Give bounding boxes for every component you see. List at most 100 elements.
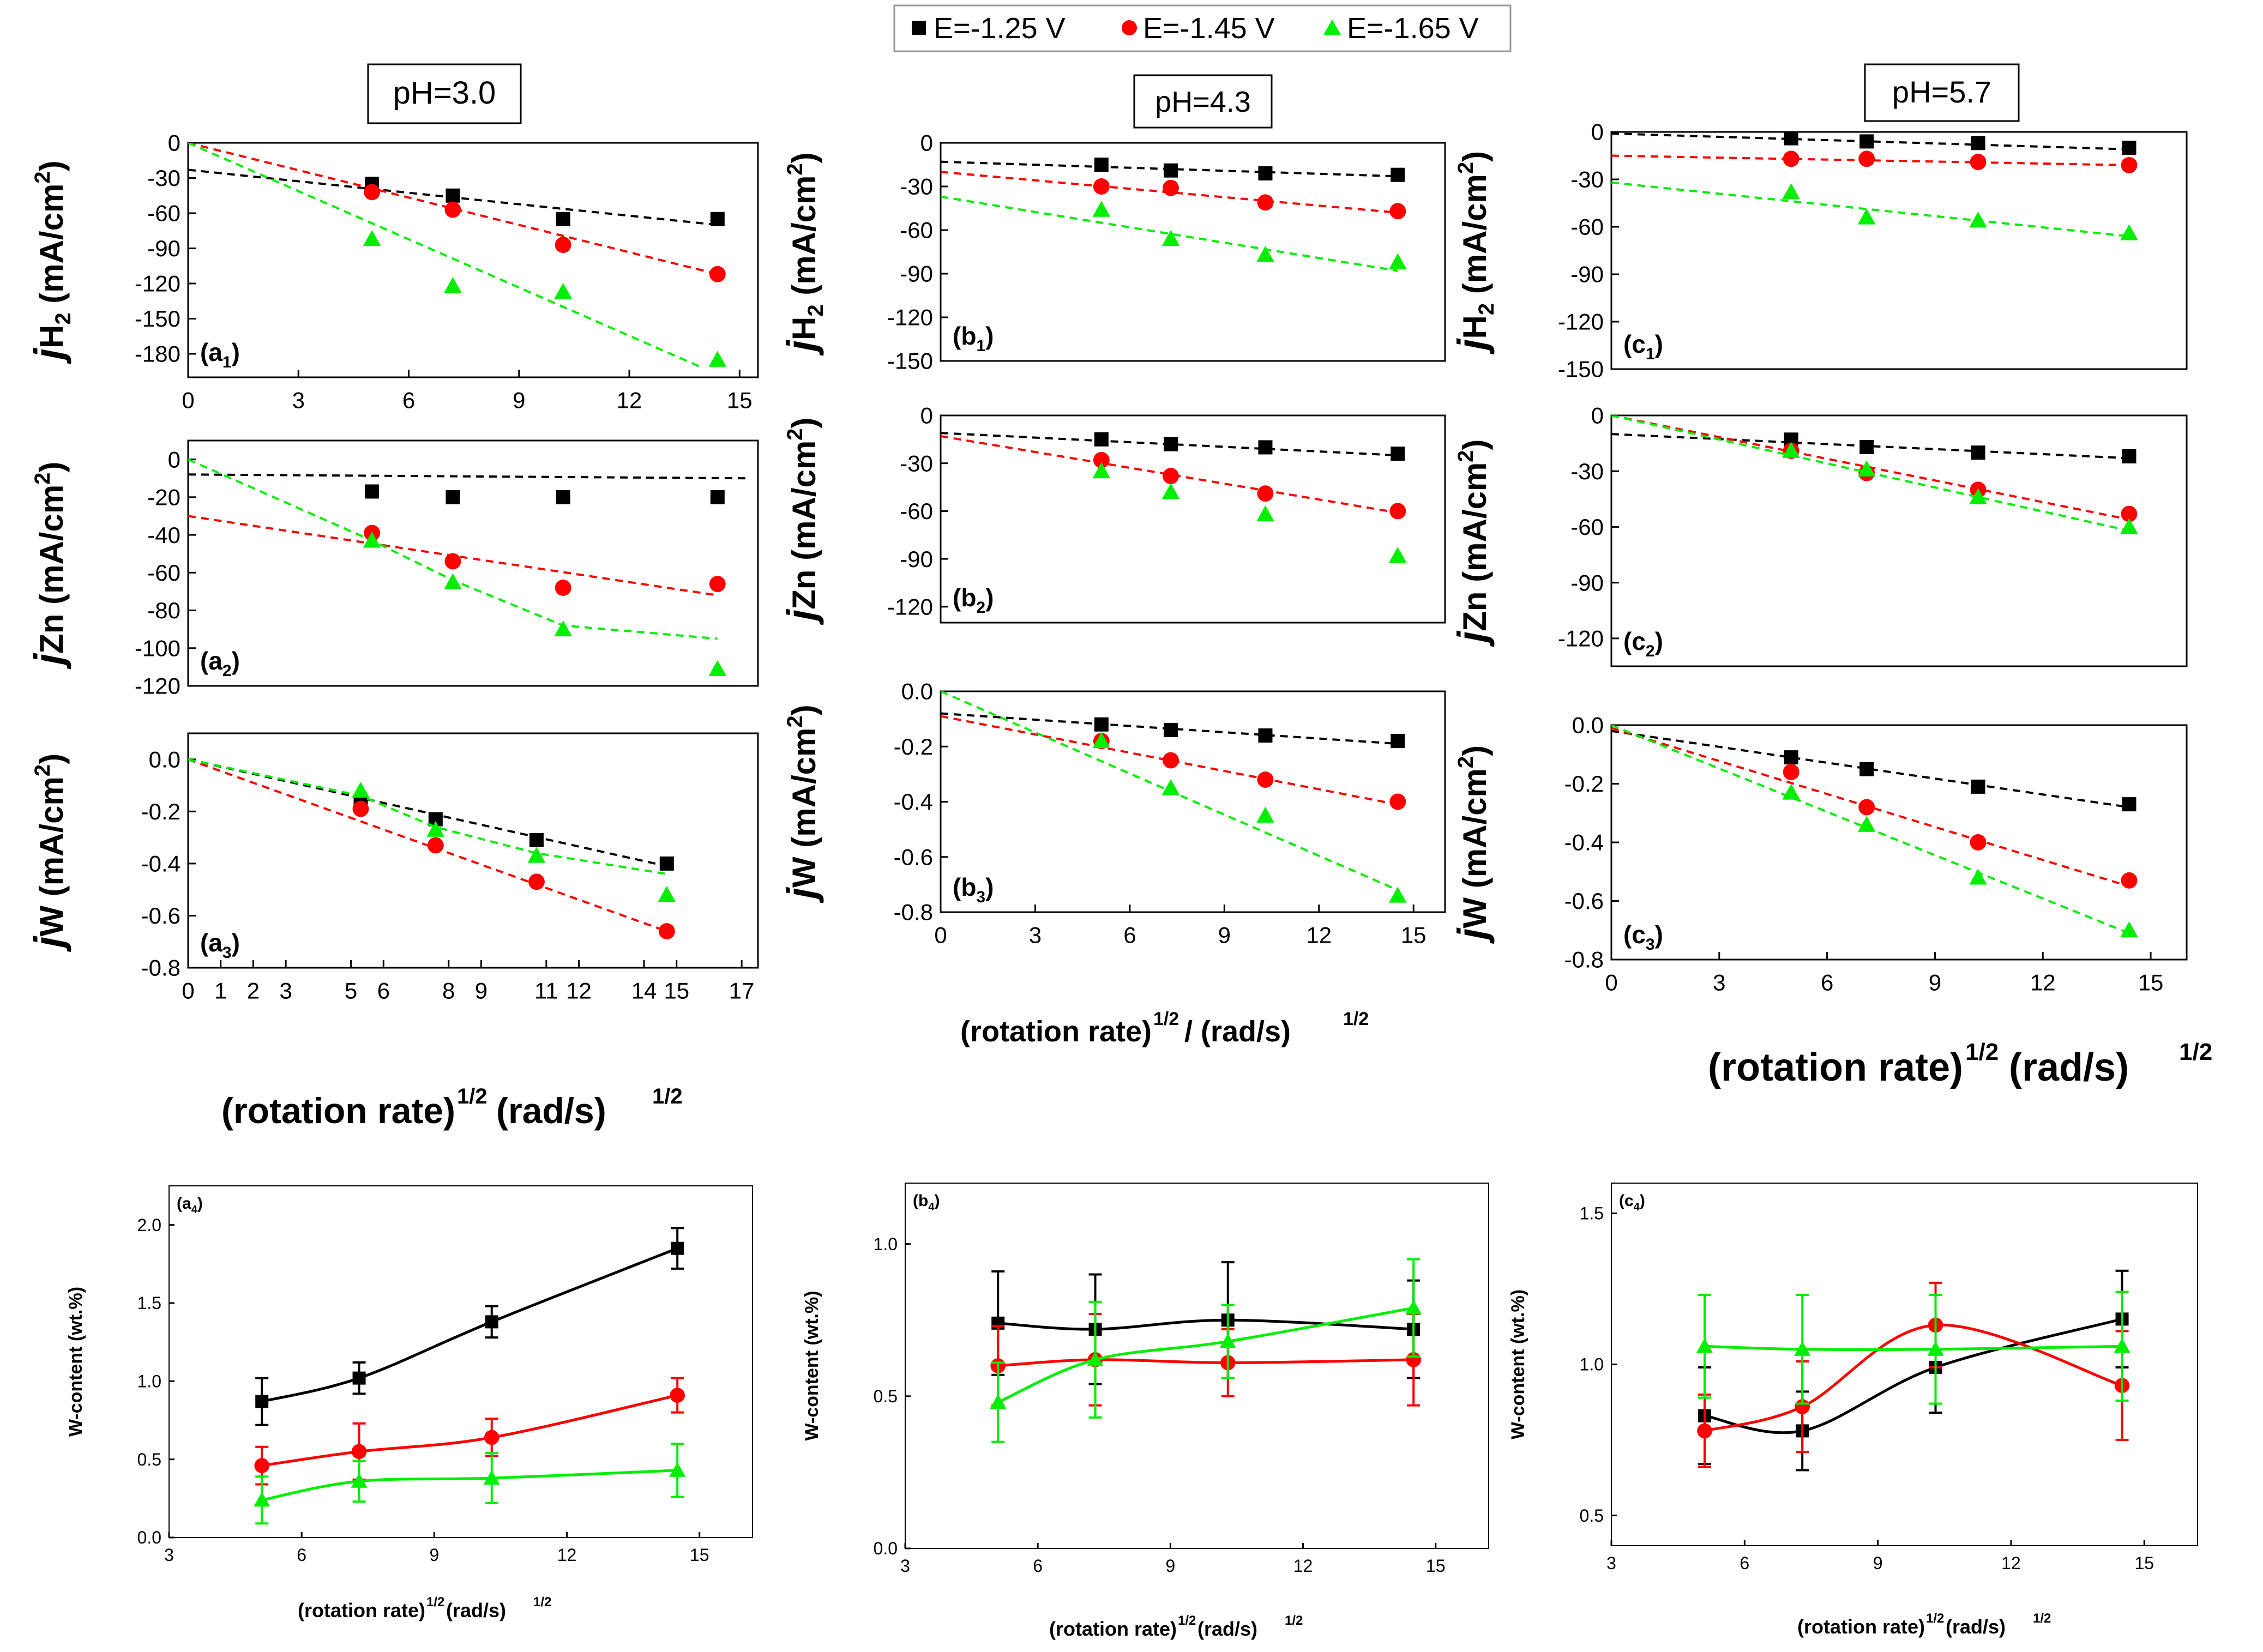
panel-b3: 0.0 -0.2 -0.4 -0.6 -0.80 3 6 9 12 15 (b3) jW (mA/cm…	[779, 679, 1446, 948]
point-b2-2-1	[1161, 483, 1180, 499]
point-b3-2-3	[1389, 887, 1407, 903]
ytick-label-c2-0: 0	[1591, 403, 1604, 429]
point-b2-0-1	[1164, 437, 1178, 451]
panel-b1: 0 -30 -60 -90 -120 -150 (b1) jH2 (mA/cm2)	[779, 130, 1446, 374]
point-b2-0-3	[1391, 447, 1405, 461]
xtick-label-c3-4: 12	[2030, 970, 2056, 996]
ytick-label-a3-2: -0.4	[141, 851, 180, 877]
point-a4-1-3	[670, 1388, 685, 1403]
ylabel-b1: jH2 (mA/cm2)	[779, 152, 828, 355]
point-b4-2-2	[1219, 1333, 1236, 1348]
fit-line-c1-2	[1611, 181, 2129, 238]
ytick-label-c3-0: 0.0	[1572, 713, 1604, 738]
point-b1-2-0	[1092, 201, 1111, 217]
point-a2-2-1	[444, 573, 462, 589]
ytick-label-a3-4: -0.8	[141, 955, 180, 981]
xtick-label-a1-2: 6	[402, 388, 415, 413]
xtick-label-a4-3: 12	[557, 1545, 577, 1565]
xtick-label-b4-4: 15	[1426, 1556, 1446, 1576]
point-b3-1-1	[1163, 752, 1179, 769]
column-header-ph57: pH=5.7	[1864, 63, 2020, 122]
point-c1-1-1	[1858, 150, 1875, 167]
panel-a3: 0.0-0.2-0.4-0.6-0.80 1 2 3 5 6 8 9 11 12 14 15 17(a3…	[26, 732, 759, 1004]
xtick-label-c3-0: 0	[1605, 970, 1617, 996]
point-a4-0-3	[671, 1241, 684, 1255]
xtick-label-b4-3: 12	[1293, 1556, 1313, 1576]
ytick-label-c1-2: -60	[1570, 214, 1604, 240]
xtick-label-c4-0: 3	[1606, 1553, 1616, 1573]
ytick-label-b3-3: -0.6	[894, 844, 933, 870]
point-a4-2-2	[483, 1470, 500, 1485]
xlabel-a4-sup: 1/2	[426, 1595, 444, 1609]
ytick-label-a1-1: -30	[147, 165, 180, 191]
point-a3-1-0	[352, 800, 369, 817]
ylabel-a2: jZn (mA/cm2)	[26, 462, 71, 670]
fit-line-c2-0	[1611, 433, 2129, 460]
point-b3-1-3	[1389, 793, 1406, 810]
line-b4-0	[998, 1318, 1414, 1331]
fit-line-a2-2	[188, 458, 718, 640]
point-c3-2-2	[1969, 869, 1987, 885]
point-c3-0-1	[1859, 762, 1874, 776]
point-c1-1-2	[1970, 154, 1987, 171]
ytick-label-c3-4: -0.8	[1564, 947, 1604, 973]
xtick-label-c3-3: 9	[1929, 970, 1941, 996]
plot-frame-a1	[187, 142, 759, 378]
point-b4-2-3	[1405, 1299, 1422, 1315]
panel-label-a4: (a4)	[177, 1195, 203, 1216]
panel-c4: 0.5 1.0 1.5 3 6 9 12 15 (c4) W-content (wt.%)	[1508, 1183, 2198, 1573]
ytick-label-c2-1: -30	[1570, 459, 1604, 484]
point-a1-0-2	[556, 212, 570, 226]
panel-label-b4: (b4)	[913, 1192, 940, 1213]
plot-frame-c4	[1611, 1183, 2198, 1546]
point-c2-1-3	[2121, 505, 2138, 522]
ytick-label-a4-4: 2.0	[137, 1215, 161, 1235]
ytick-label-b1-3: -90	[900, 261, 933, 287]
ytick-label-c4-1: 1.0	[1580, 1355, 1604, 1374]
point-c1-2-1	[1857, 208, 1876, 225]
xtick-label-a3-10: 14	[631, 978, 657, 1004]
ytick-label-a1-6: -180	[135, 341, 180, 367]
panel-label-c4: (c4)	[1619, 1192, 1645, 1213]
point-b1-0-2	[1258, 166, 1273, 180]
point-a3-1-2	[528, 873, 545, 890]
point-a2-2-0	[363, 532, 381, 548]
ytick-label-a2-5: -100	[135, 635, 180, 661]
xlabel-c-units-sup: 1/2	[2179, 1039, 2212, 1065]
plot-frame-c2	[1610, 414, 2188, 667]
point-a1-1-3	[709, 266, 726, 282]
xtick-label-a4-4: 15	[690, 1545, 709, 1565]
xlabel-a-units-sup: 1/2	[652, 1084, 683, 1108]
ytick-label-c4-2: 1.5	[1580, 1204, 1604, 1223]
xtick-label-a3-8: 11	[534, 978, 558, 1004]
xtick-label-a3-2: 2	[247, 978, 260, 1004]
ytick-label-a4-3: 1.5	[137, 1293, 161, 1313]
point-b2-1-0	[1093, 451, 1110, 468]
line-a4-0	[261, 1247, 678, 1403]
fit-line-b2-1	[941, 435, 1398, 514]
xtick-label-a1-3: 9	[513, 388, 525, 413]
xlabel-a-sup: 1/2	[457, 1084, 487, 1108]
point-b3-0-1	[1164, 722, 1178, 737]
series-group-b4	[990, 1258, 1422, 1443]
xtick-label-c4-4: 15	[2134, 1553, 2154, 1573]
xtick-label-b4-1: 6	[1033, 1556, 1043, 1576]
series-group-b3	[941, 691, 1407, 903]
ytick-label-b2-2: -60	[900, 498, 933, 524]
ytick-label-c1-3: -90	[1570, 262, 1604, 287]
legend-marker-circle	[1122, 20, 1137, 35]
point-b4-2-1	[1087, 1351, 1104, 1366]
point-c3-1-1	[1858, 799, 1875, 816]
plot-frame-a3	[187, 732, 759, 969]
panel-label-c3: (c3)	[1623, 920, 1663, 954]
panel-label-b1: (b1)	[953, 322, 994, 355]
point-c3-1-2	[1970, 834, 1987, 851]
ytick-label-b3-2: -0.4	[894, 789, 933, 815]
xtick-label-a3-4: 5	[345, 978, 357, 1004]
point-c2-2-0	[1782, 442, 1800, 458]
xtick-label-a3-5: 6	[377, 978, 390, 1004]
point-b1-1-0	[1093, 178, 1110, 195]
ytick-label-b3-0: 0.0	[901, 679, 933, 704]
point-c3-1-3	[2121, 872, 2138, 889]
ytick-label-c1-0: 0	[1591, 119, 1604, 145]
